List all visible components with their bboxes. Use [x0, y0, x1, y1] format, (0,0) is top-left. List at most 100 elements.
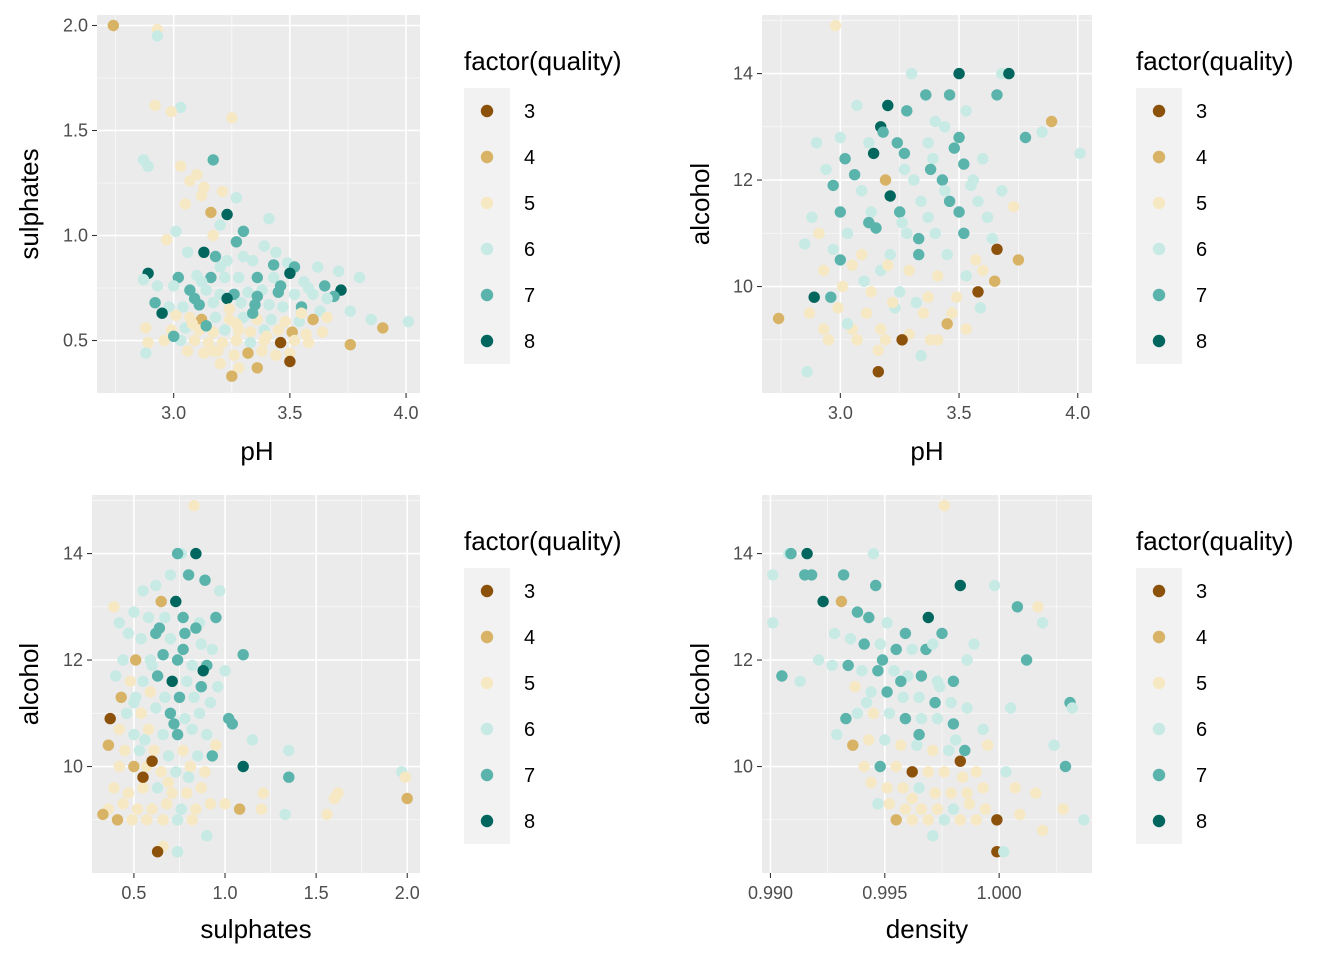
y-tick-label: 10 [733, 757, 753, 777]
data-point [851, 99, 863, 112]
y-axis-title: sulphates [14, 148, 44, 259]
legend-key-5 [1152, 676, 1166, 690]
plot-background [762, 15, 1092, 393]
data-point [877, 126, 889, 138]
data-point [184, 760, 197, 773]
x-axis-title: density [886, 914, 968, 944]
data-point [938, 766, 950, 778]
data-point [939, 121, 951, 133]
legend-key-8 [480, 814, 494, 828]
data-point [137, 585, 149, 597]
data-point [201, 830, 213, 842]
data-point [872, 798, 884, 810]
data-point [207, 297, 219, 309]
data-point [216, 336, 229, 349]
legend-label-7: 7 [1196, 765, 1207, 787]
data-point [835, 595, 848, 608]
data-point [881, 782, 893, 794]
data-point [244, 326, 257, 338]
data-point [173, 691, 186, 703]
data-point [1012, 254, 1025, 266]
data-point [801, 547, 813, 560]
x-tick-label: 3.0 [161, 403, 186, 423]
x-axis-title: pH [240, 436, 273, 466]
data-point [168, 718, 180, 730]
data-point [842, 659, 854, 672]
data-point [233, 271, 245, 284]
legend-key-8 [1152, 814, 1166, 828]
data-point [886, 296, 899, 309]
data-point [879, 174, 892, 186]
y-axis-title: alcohol [685, 643, 715, 725]
data-point [344, 339, 356, 351]
x-tick-label: 2.0 [395, 883, 420, 903]
legend-key-3 [1152, 104, 1166, 118]
data-point [198, 246, 210, 258]
legend-key-5 [1152, 196, 1166, 210]
data-point [906, 643, 918, 656]
data-point [906, 766, 918, 778]
data-point [924, 334, 937, 346]
legend-label-6: 6 [524, 719, 535, 741]
data-point [216, 185, 229, 198]
data-point [822, 334, 835, 346]
data-point [829, 19, 842, 32]
data-point [803, 307, 816, 319]
data-point [840, 712, 852, 725]
data-point [899, 627, 912, 640]
x-tick-label: 3.5 [947, 403, 972, 423]
data-point [915, 195, 927, 207]
data-point [402, 315, 415, 328]
data-point [1045, 115, 1058, 128]
data-point [867, 547, 880, 560]
data-point [186, 318, 198, 330]
data-point [201, 728, 213, 741]
data-point [184, 284, 196, 296]
y-tick-label: 10 [733, 277, 753, 297]
data-point [151, 30, 164, 42]
data-point [270, 349, 282, 361]
data-point [131, 803, 144, 815]
data-point [283, 771, 295, 783]
data-point [226, 370, 238, 382]
data-point [767, 569, 779, 581]
data-point [865, 286, 877, 298]
data-point [954, 579, 966, 592]
data-point [979, 803, 992, 815]
data-point [226, 112, 238, 124]
data-point [328, 792, 341, 805]
data-point [959, 744, 971, 757]
data-point [998, 846, 1010, 858]
data-point [945, 787, 957, 799]
data-point [922, 291, 934, 303]
data-point [141, 814, 153, 826]
data-point [159, 611, 171, 624]
data-point [181, 675, 193, 687]
data-point [177, 611, 189, 624]
data-point [820, 163, 832, 176]
data-point [184, 175, 196, 187]
data-point [1074, 147, 1086, 160]
data-point [195, 189, 208, 202]
legend-title: factor(quality) [464, 46, 622, 76]
data-point [237, 760, 249, 773]
data-point [961, 654, 973, 666]
data-point [128, 728, 140, 741]
data-point [947, 803, 960, 815]
data-point [142, 611, 155, 624]
data-point [113, 723, 126, 735]
data-point [895, 739, 907, 751]
y-tick-label: 12 [733, 170, 753, 190]
legend-key-background [464, 88, 510, 364]
data-point [279, 808, 291, 821]
legend-label-6: 6 [524, 239, 535, 261]
data-point [897, 691, 909, 703]
data-point [960, 323, 972, 335]
data-point [922, 814, 934, 826]
data-point [188, 691, 200, 703]
y-tick-label: 14 [63, 544, 83, 564]
data-point [927, 744, 939, 757]
data-point [960, 270, 972, 282]
data-point [844, 633, 857, 645]
data-point [247, 307, 259, 319]
